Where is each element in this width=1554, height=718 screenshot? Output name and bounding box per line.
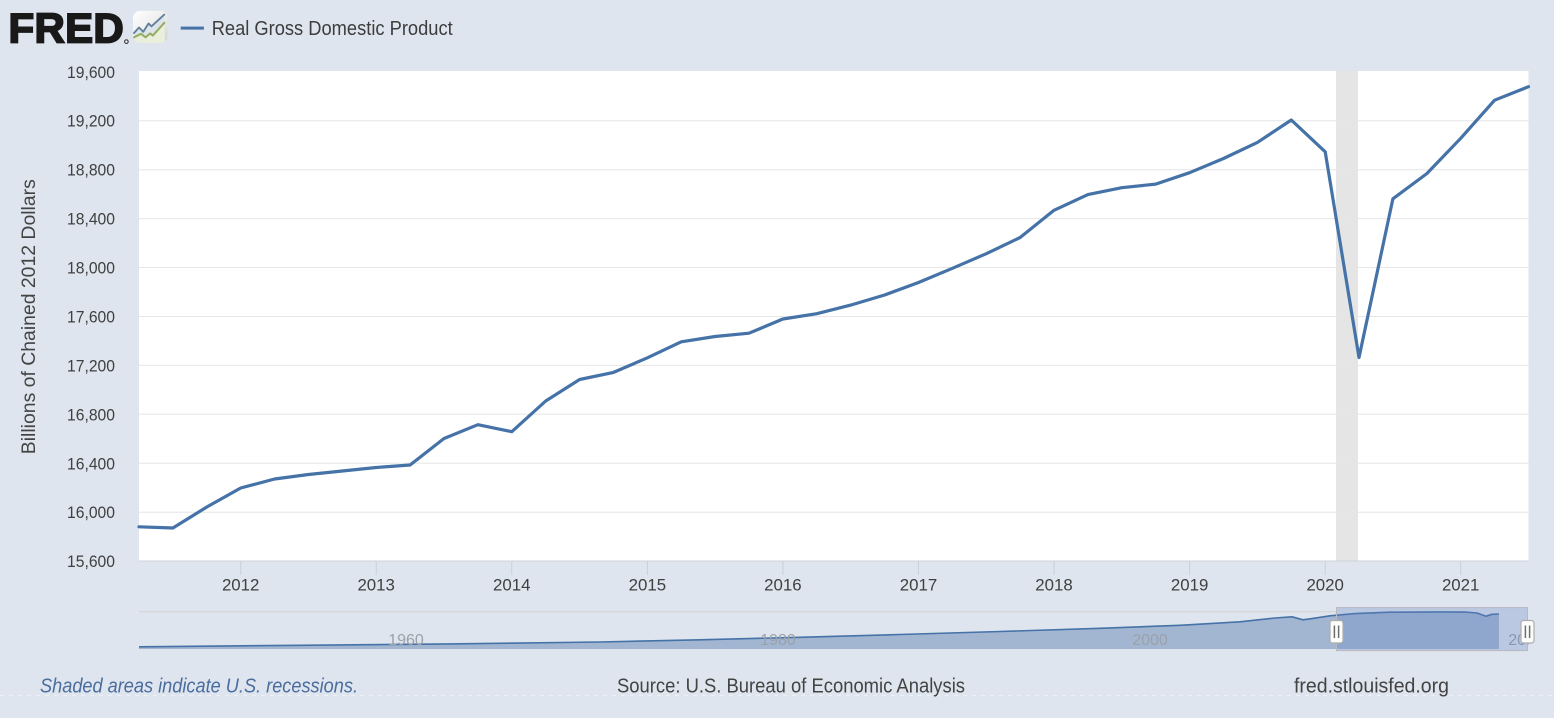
svg-text:19,600: 19,600 (67, 63, 115, 82)
svg-text:16,400: 16,400 (67, 454, 115, 473)
svg-text:2012: 2012 (222, 576, 260, 595)
svg-text:2000: 2000 (1132, 632, 1168, 649)
svg-text:2013: 2013 (357, 576, 395, 595)
svg-text:Source: U.S. Bureau of Economi: Source: U.S. Bureau of Economic Analysis (617, 676, 965, 698)
svg-text:2016: 2016 (764, 576, 802, 595)
svg-text:17,200: 17,200 (67, 356, 115, 375)
svg-text:2020: 2020 (1306, 576, 1344, 595)
svg-text:2019: 2019 (1171, 576, 1209, 595)
svg-text:2014: 2014 (493, 576, 531, 595)
svg-text:18,400: 18,400 (67, 210, 115, 229)
svg-text:Real Gross Domestic Product: Real Gross Domestic Product (212, 18, 453, 40)
svg-text:17,600: 17,600 (67, 308, 115, 327)
svg-text:2021: 2021 (1442, 576, 1480, 595)
svg-text:15,600: 15,600 (67, 552, 115, 571)
svg-text:2018: 2018 (1035, 576, 1073, 595)
svg-text:Shaded areas indicate U.S. rec: Shaded areas indicate U.S. recessions. (40, 676, 358, 698)
svg-text:18,000: 18,000 (67, 259, 115, 278)
svg-text:2017: 2017 (900, 576, 938, 595)
svg-text:Billions of Chained 2012 Dolla: Billions of Chained 2012 Dollars (18, 179, 40, 454)
svg-text:18,800: 18,800 (67, 161, 115, 180)
svg-text:16,800: 16,800 (67, 405, 115, 424)
svg-text:fred.stlouisfed.org: fred.stlouisfed.org (1294, 676, 1449, 698)
svg-text:2015: 2015 (629, 576, 667, 595)
svg-text:1980: 1980 (760, 632, 796, 649)
svg-text:FRED: FRED (9, 5, 125, 52)
svg-text:16,000: 16,000 (67, 503, 115, 522)
svg-text:1960: 1960 (388, 632, 424, 649)
svg-text:19,200: 19,200 (67, 112, 115, 131)
